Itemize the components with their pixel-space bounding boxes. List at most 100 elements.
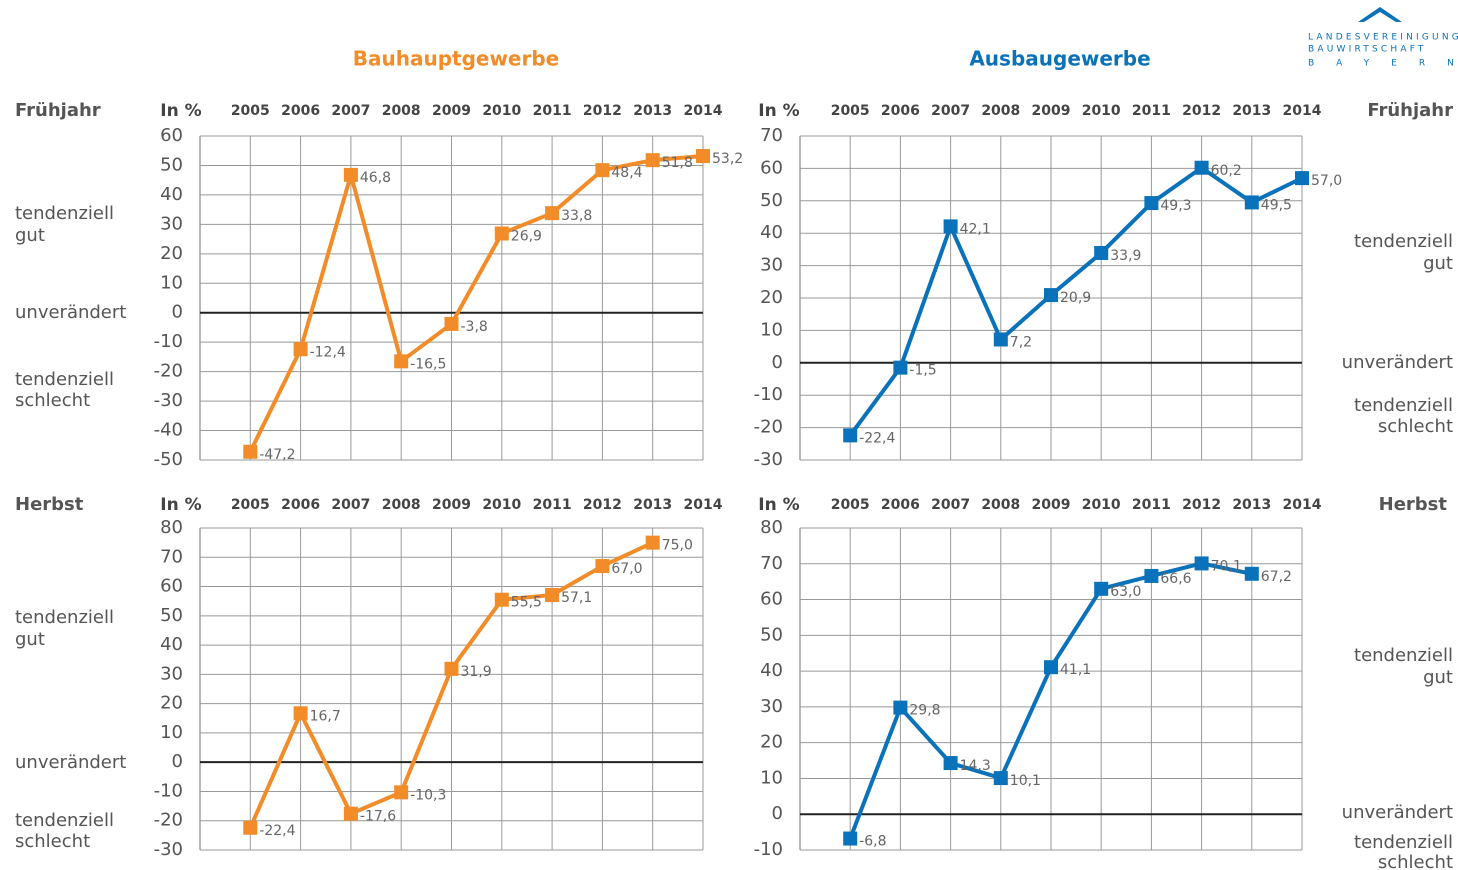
- x-tick-label: 2007: [931, 497, 970, 513]
- point-marker: [545, 206, 560, 221]
- value-label: 33,8: [561, 208, 592, 224]
- point-marker: [444, 316, 459, 331]
- x-tick-label: 2013: [1232, 497, 1271, 513]
- point-marker: [1144, 196, 1159, 211]
- x-tick-label: 2007: [331, 103, 370, 119]
- value-label: 53,2: [712, 151, 743, 167]
- y-unit-label: In %: [160, 495, 201, 515]
- y-tick-label: 40: [160, 634, 183, 655]
- x-tick-label: 2007: [931, 103, 970, 119]
- point-marker: [1194, 556, 1209, 571]
- y-unit-label: In %: [758, 101, 799, 121]
- point-marker: [243, 820, 258, 835]
- point-marker: [1244, 195, 1259, 210]
- x-tick-label: 2009: [432, 497, 471, 513]
- y-tick-label: -10: [754, 384, 783, 405]
- x-tick-label: 2014: [1283, 103, 1322, 119]
- value-label: 10,1: [1010, 773, 1041, 789]
- season-label: Frühjahr: [1367, 100, 1453, 121]
- value-label: 57,0: [1311, 173, 1342, 189]
- value-label: 67,0: [611, 561, 642, 577]
- side-label: tendenziell: [1354, 231, 1453, 252]
- chart-title: Bauhauptgewerbe: [353, 47, 560, 71]
- value-label: -17,6: [360, 809, 396, 825]
- x-tick-label: 2011: [1132, 497, 1171, 513]
- season-label: Herbst: [1379, 494, 1448, 515]
- y-tick-label: 0: [172, 302, 183, 323]
- point-marker: [943, 756, 958, 771]
- value-label: 75,0: [662, 538, 693, 554]
- x-tick-label: 2007: [331, 497, 370, 513]
- y-tick-label: -20: [754, 417, 783, 438]
- x-tick-label: 2005: [231, 497, 270, 513]
- x-tick-label: 2011: [533, 497, 572, 513]
- y-tick-label: 80: [760, 517, 783, 538]
- y-tick-label: 80: [160, 517, 183, 538]
- value-label: -12,4: [310, 344, 346, 360]
- y-tick-label: 70: [160, 546, 183, 567]
- value-label: -22,4: [259, 823, 295, 839]
- logo-text: BAYERN: [1308, 59, 1458, 69]
- side-label: schlecht: [1378, 416, 1453, 437]
- side-label: schlecht: [15, 390, 90, 411]
- y-tick-label: -50: [154, 449, 183, 470]
- y-tick-label: 20: [160, 243, 183, 264]
- point-marker: [1094, 245, 1109, 260]
- point-marker: [1094, 581, 1109, 596]
- value-label: 7,2: [1010, 334, 1032, 350]
- y-tick-label: -20: [154, 810, 183, 831]
- point-marker: [645, 535, 660, 550]
- side-label: tendenziell: [1354, 645, 1453, 666]
- value-label: -16,5: [410, 356, 446, 372]
- point-marker: [1044, 288, 1058, 303]
- side-label: tendenziell: [15, 607, 114, 628]
- point-marker: [494, 226, 509, 241]
- side-label: schlecht: [1378, 852, 1453, 870]
- x-tick-label: 2014: [684, 497, 723, 513]
- value-label: -6,8: [859, 834, 886, 850]
- series-line: [848, 165, 1303, 437]
- x-tick-label: 2008: [382, 497, 421, 513]
- point-marker: [494, 592, 509, 607]
- x-tick-label: 2010: [482, 103, 521, 119]
- side-label: gut: [1423, 667, 1453, 688]
- side-label: gut: [1423, 253, 1453, 274]
- y-tick-label: -30: [154, 390, 183, 411]
- x-tick-label: 2012: [583, 497, 622, 513]
- y-tick-label: 50: [760, 624, 783, 645]
- y-tick-label: 70: [760, 553, 783, 574]
- value-label: -3,8: [461, 319, 488, 335]
- logo-text: LANDESVEREINIGUNG: [1308, 33, 1458, 43]
- value-label: 49,3: [1160, 198, 1191, 214]
- side-label: unverändert: [1342, 802, 1453, 823]
- value-label: 42,1: [960, 221, 991, 237]
- x-tick-label: 2006: [881, 497, 920, 513]
- y-tick-label: 10: [160, 722, 183, 743]
- x-tick-label: 2013: [633, 103, 672, 119]
- x-tick-label: 2005: [831, 497, 870, 513]
- side-label: gut: [15, 629, 45, 650]
- y-tick-label: 10: [160, 272, 183, 293]
- point-marker: [1244, 566, 1259, 581]
- value-label: 57,1: [561, 590, 592, 606]
- value-label: 60,2: [1211, 163, 1242, 179]
- point-marker: [343, 806, 358, 821]
- value-label: 63,0: [1110, 584, 1141, 600]
- value-label: 26,9: [511, 228, 542, 244]
- point-marker: [843, 831, 858, 846]
- value-label: 66,6: [1160, 571, 1191, 587]
- x-tick-label: 2012: [1182, 497, 1221, 513]
- chart-title: Ausbaugewerbe: [969, 47, 1150, 71]
- y-tick-label: 40: [760, 222, 783, 243]
- point-marker: [293, 706, 308, 721]
- x-tick-label: 2009: [1032, 103, 1071, 119]
- x-tick-label: 2011: [1132, 103, 1171, 119]
- y-tick-label: 10: [760, 767, 783, 788]
- value-label: 41,1: [1060, 662, 1091, 678]
- y-tick-label: 0: [772, 352, 783, 373]
- value-label: 51,8: [662, 155, 693, 171]
- point-marker: [993, 771, 1008, 786]
- y-tick-label: -10: [754, 839, 783, 860]
- y-tick-label: 20: [760, 287, 783, 308]
